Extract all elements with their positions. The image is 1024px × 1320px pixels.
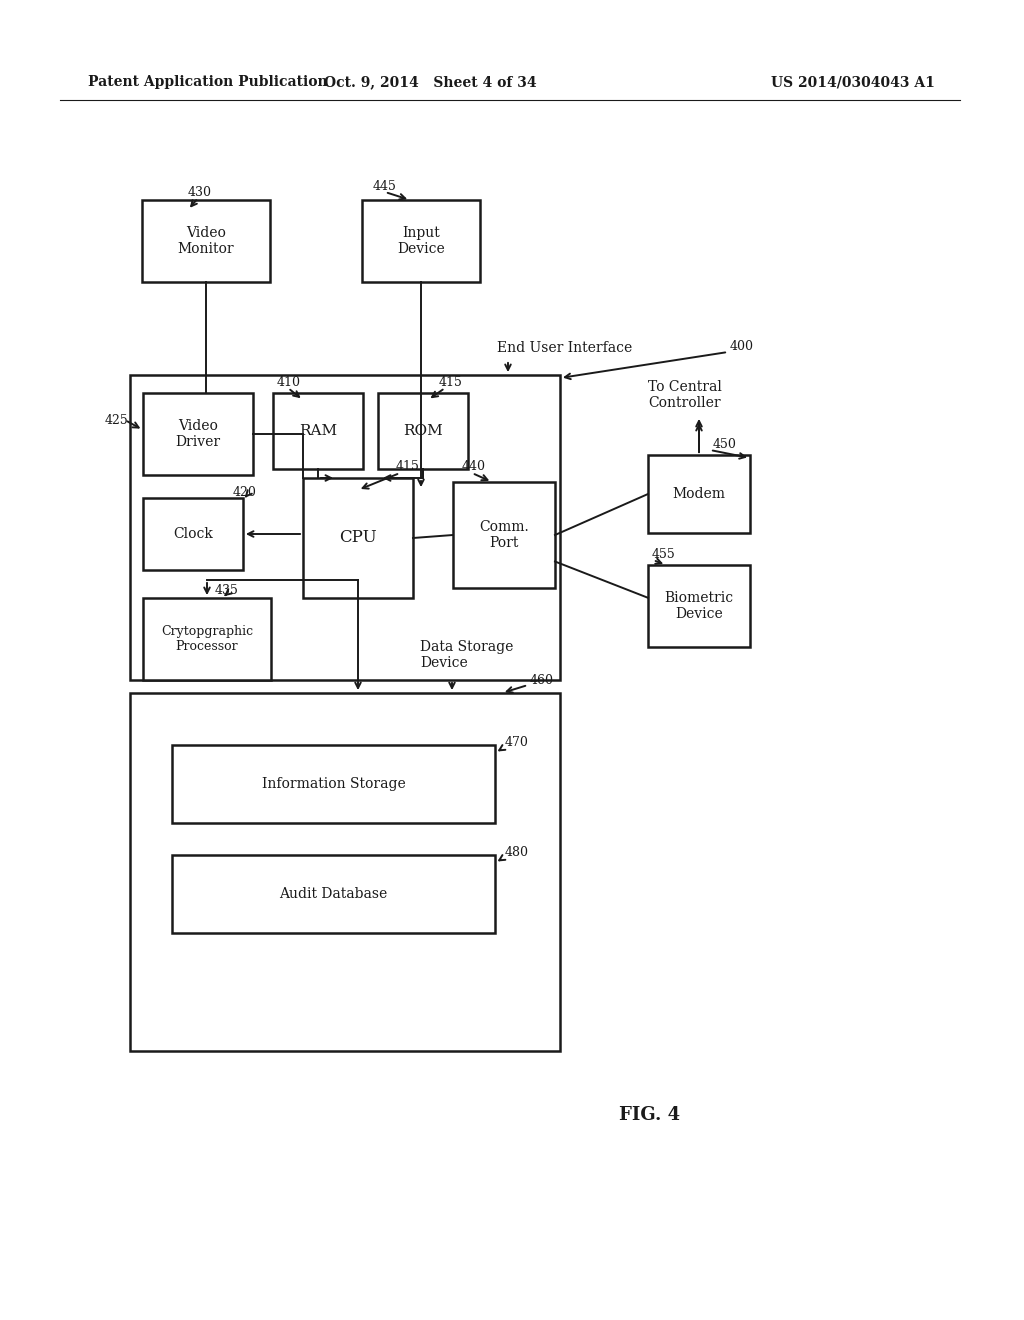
Text: To Central
Controller: To Central Controller bbox=[648, 380, 722, 411]
Bar bbox=[648, 565, 750, 647]
Text: 440: 440 bbox=[462, 461, 486, 474]
Bar bbox=[453, 482, 555, 587]
Text: 445: 445 bbox=[373, 180, 397, 193]
Text: 420: 420 bbox=[233, 486, 257, 499]
Text: Comm.
Port: Comm. Port bbox=[479, 520, 528, 550]
Bar bbox=[362, 201, 480, 282]
Bar bbox=[142, 201, 270, 282]
Text: Crytopgraphic
Processor: Crytopgraphic Processor bbox=[161, 624, 253, 653]
Text: 410: 410 bbox=[278, 375, 301, 388]
Text: RAM: RAM bbox=[299, 424, 337, 438]
Text: End User Interface: End User Interface bbox=[497, 341, 632, 355]
Bar bbox=[303, 478, 413, 598]
Bar bbox=[378, 393, 468, 469]
Bar bbox=[273, 393, 362, 469]
Text: 435: 435 bbox=[215, 585, 239, 598]
Text: FIG. 4: FIG. 4 bbox=[620, 1106, 681, 1125]
Text: US 2014/0304043 A1: US 2014/0304043 A1 bbox=[771, 75, 935, 88]
Text: 400: 400 bbox=[730, 341, 754, 354]
Bar bbox=[130, 693, 560, 1051]
Text: Patent Application Publication: Patent Application Publication bbox=[88, 75, 328, 88]
Text: 415: 415 bbox=[439, 375, 463, 388]
Text: Clock: Clock bbox=[173, 527, 213, 541]
Bar bbox=[172, 744, 495, 822]
Text: Oct. 9, 2014   Sheet 4 of 34: Oct. 9, 2014 Sheet 4 of 34 bbox=[324, 75, 537, 88]
Bar bbox=[648, 455, 750, 533]
Text: 430: 430 bbox=[188, 186, 212, 199]
Text: Input
Device: Input Device bbox=[397, 226, 444, 256]
Bar bbox=[143, 598, 271, 680]
Bar bbox=[130, 375, 560, 680]
Text: 450: 450 bbox=[713, 438, 737, 451]
Text: Video
Monitor: Video Monitor bbox=[178, 226, 234, 256]
Text: 425: 425 bbox=[105, 413, 129, 426]
Text: ROM: ROM bbox=[403, 424, 442, 438]
Text: Modem: Modem bbox=[673, 487, 725, 502]
Text: Data Storage
Device: Data Storage Device bbox=[420, 640, 513, 671]
Text: 455: 455 bbox=[652, 549, 676, 561]
Text: Biometric
Device: Biometric Device bbox=[665, 591, 733, 622]
Bar bbox=[143, 498, 243, 570]
Text: 480: 480 bbox=[505, 846, 529, 858]
Bar bbox=[143, 393, 253, 475]
Text: 460: 460 bbox=[530, 673, 554, 686]
Text: Audit Database: Audit Database bbox=[280, 887, 388, 902]
Text: CPU: CPU bbox=[339, 529, 377, 546]
Text: 470: 470 bbox=[505, 735, 528, 748]
Text: Video
Driver: Video Driver bbox=[175, 418, 220, 449]
Text: Information Storage: Information Storage bbox=[261, 777, 406, 791]
Bar bbox=[172, 855, 495, 933]
Text: 415: 415 bbox=[396, 461, 420, 474]
